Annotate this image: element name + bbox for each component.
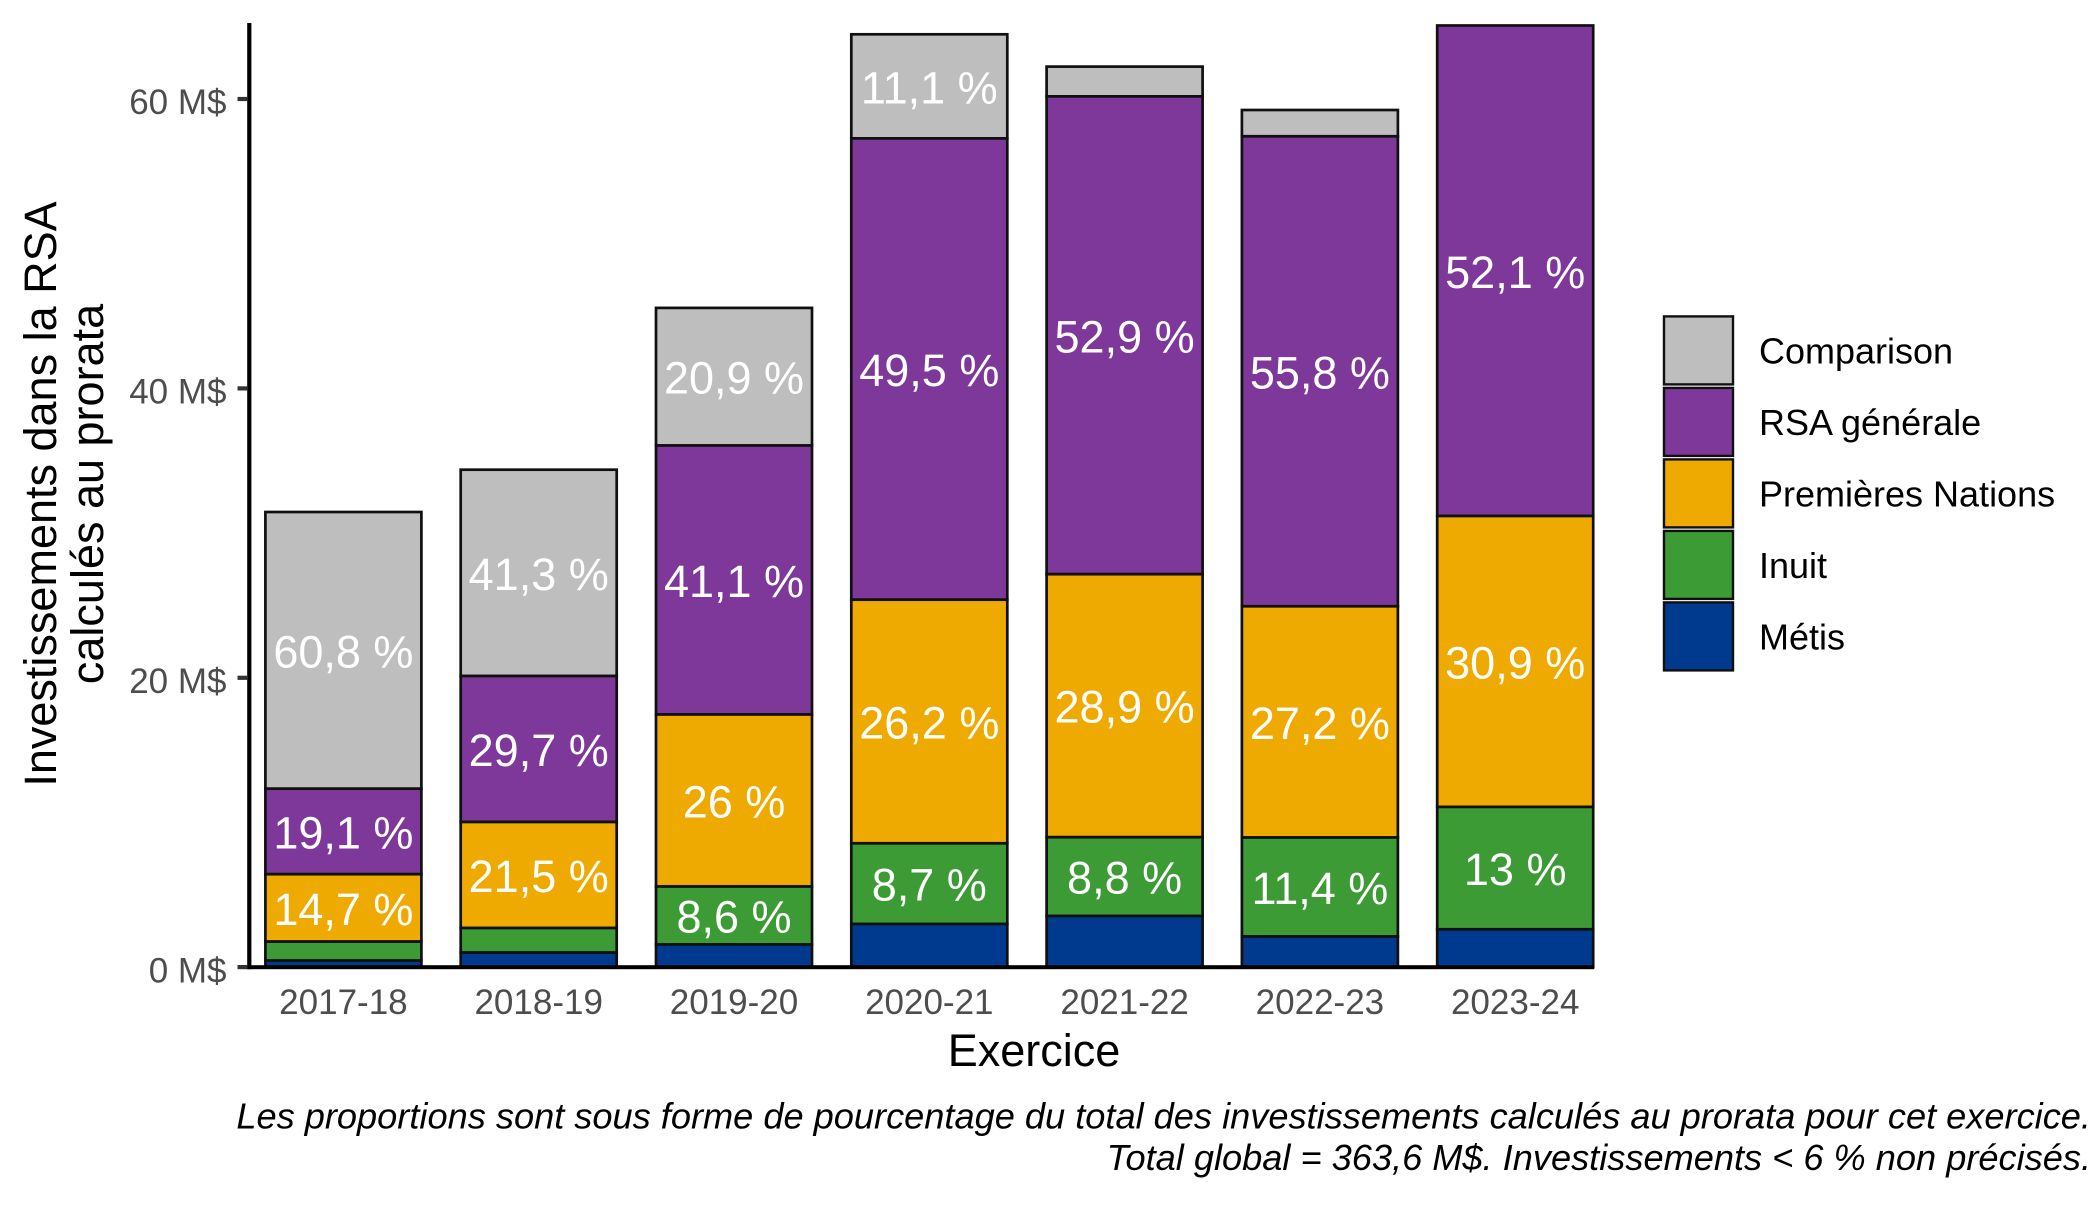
svg-text:2020-21: 2020-21 [865, 983, 993, 1022]
svg-text:26,2 %: 26,2 % [859, 698, 999, 749]
svg-text:RSA générale: RSA générale [1759, 402, 1981, 443]
svg-text:2022-23: 2022-23 [1256, 983, 1384, 1022]
svg-text:41,1 %: 41,1 % [664, 556, 804, 607]
svg-text:27,2 %: 27,2 % [1250, 698, 1390, 749]
svg-text:14,7 %: 14,7 % [273, 884, 413, 935]
svg-text:19,1 %: 19,1 % [273, 808, 413, 859]
svg-text:8,6 %: 8,6 % [676, 892, 791, 943]
svg-text:20 M$: 20 M$ [129, 662, 226, 701]
svg-text:2023-24: 2023-24 [1451, 983, 1579, 1022]
svg-text:2018-19: 2018-19 [474, 983, 602, 1022]
svg-text:28,9 %: 28,9 % [1055, 682, 1195, 733]
svg-text:calculés au prorata: calculés au prorata [62, 303, 113, 684]
svg-text:Exercice: Exercice [948, 1025, 1121, 1076]
svg-text:52,9 %: 52,9 % [1055, 311, 1195, 362]
svg-text:Total global = 363,6 M$. Inves: Total global = 363,6 M$. Investissements… [1107, 1137, 2091, 1178]
svg-text:Métis: Métis [1759, 617, 1845, 658]
svg-text:2021-22: 2021-22 [1060, 983, 1188, 1022]
svg-text:11,4 %: 11,4 % [1252, 863, 1389, 914]
svg-text:60,8 %: 60,8 % [273, 626, 413, 677]
svg-text:21,5 %: 21,5 % [469, 851, 609, 902]
svg-text:0 M$: 0 M$ [149, 951, 227, 990]
svg-text:Premières Nations: Premières Nations [1759, 474, 2055, 515]
svg-text:41,3 %: 41,3 % [469, 549, 609, 600]
svg-text:Comparison: Comparison [1759, 331, 1953, 372]
svg-text:8,8 %: 8,8 % [1067, 853, 1182, 904]
svg-text:Les proportions sont sous form: Les proportions sont sous forme de pourc… [236, 1096, 2091, 1137]
svg-text:52,1 %: 52,1 % [1445, 247, 1585, 298]
svg-text:2017-18: 2017-18 [279, 983, 407, 1022]
svg-text:Investissements dans la RSA: Investissements dans la RSA [15, 201, 66, 786]
svg-text:60 M$: 60 M$ [129, 83, 226, 122]
svg-text:29,7 %: 29,7 % [469, 725, 609, 776]
svg-text:13 %: 13 % [1464, 844, 1567, 895]
svg-text:Inuit: Inuit [1759, 545, 1827, 586]
svg-text:26 %: 26 % [683, 777, 786, 828]
svg-text:55,8 %: 55,8 % [1250, 347, 1390, 398]
svg-text:2019-20: 2019-20 [670, 983, 798, 1022]
svg-text:11,1 %: 11,1 % [861, 62, 998, 113]
svg-text:40 M$: 40 M$ [129, 373, 226, 412]
svg-text:49,5 %: 49,5 % [859, 345, 999, 396]
svg-text:30,9 %: 30,9 % [1445, 638, 1585, 689]
svg-text:20,9 %: 20,9 % [664, 353, 804, 404]
svg-text:8,7 %: 8,7 % [872, 860, 987, 911]
